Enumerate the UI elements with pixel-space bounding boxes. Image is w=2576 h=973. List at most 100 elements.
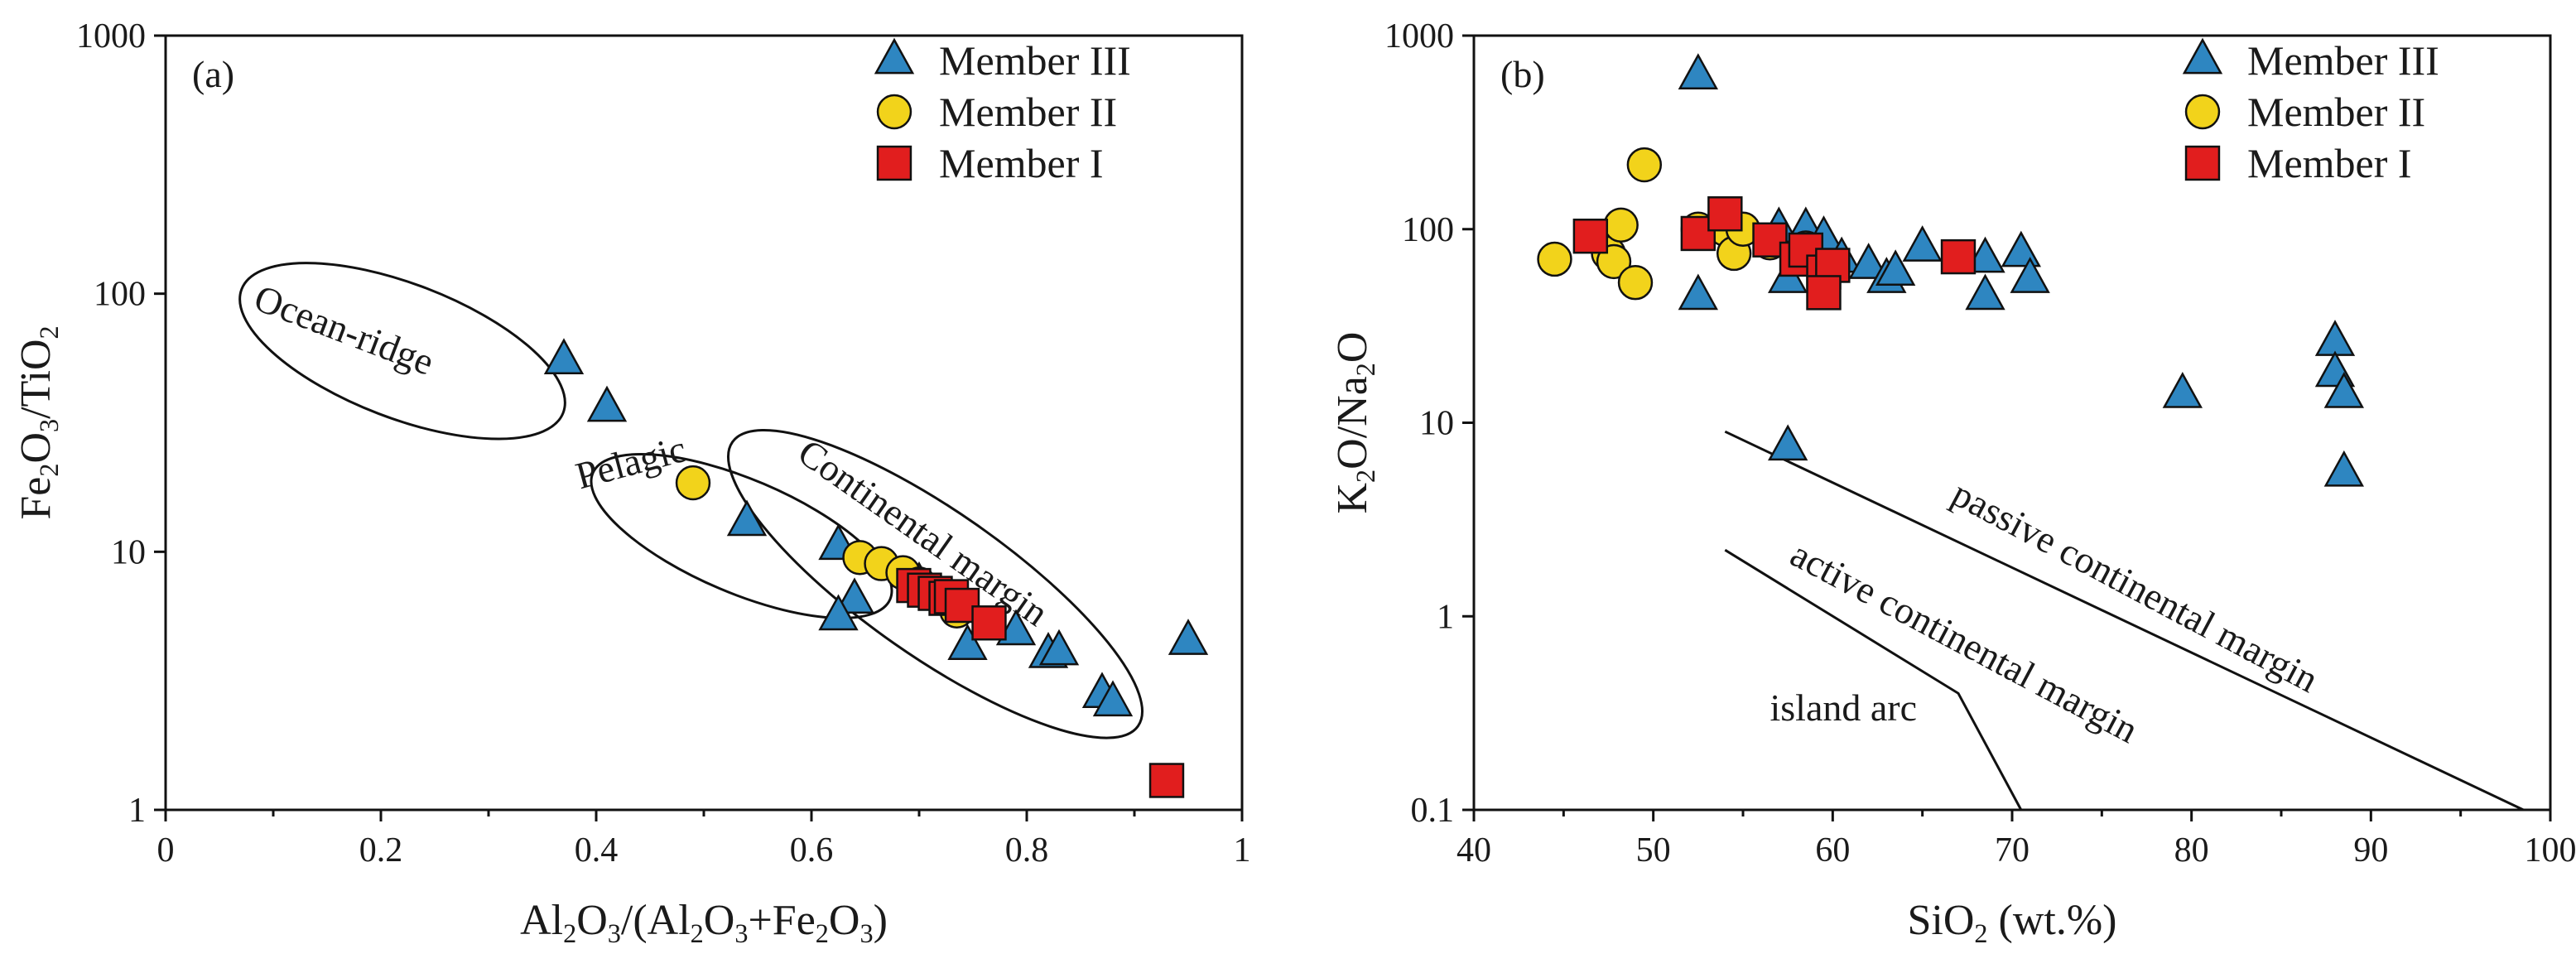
data-point bbox=[1848, 243, 1889, 279]
legend-marker bbox=[2184, 94, 2221, 130]
legend-label: Member II bbox=[2247, 89, 2425, 135]
legend-marker bbox=[876, 94, 912, 130]
chart-a: 0 0.2 0.4 0.6 0.8 1 1 10 100 1000 Al2O3/(Al2O3+Fe2… bbox=[12, 17, 1251, 948]
legend-marker bbox=[2184, 145, 2221, 181]
data-point bbox=[2323, 372, 2365, 408]
data-point bbox=[1940, 238, 1977, 275]
data-point bbox=[1148, 763, 1185, 798]
x-tick-label: 40 bbox=[1457, 831, 1491, 869]
x-tick-label: 100 bbox=[2525, 831, 2576, 869]
data-point bbox=[1038, 629, 1080, 666]
x-tick-label: 0 bbox=[157, 831, 175, 869]
region-label: Pelagic bbox=[571, 427, 691, 497]
x-axis-title-part: 3 bbox=[859, 918, 873, 948]
data-point bbox=[586, 385, 628, 422]
data-point bbox=[1626, 147, 1663, 183]
data-point bbox=[675, 465, 711, 501]
x-tick-label: 80 bbox=[2174, 831, 2209, 869]
y-axis-title: K2O/Na2O bbox=[1329, 331, 1380, 513]
x-axis-title-part: ) bbox=[874, 897, 888, 944]
data-point bbox=[1092, 680, 1134, 717]
x-axis-title-part: 3 bbox=[734, 918, 748, 948]
data-point bbox=[1875, 249, 1916, 287]
x-axis-title-part: /(Al bbox=[621, 897, 691, 944]
x-tick-label: 0.2 bbox=[359, 831, 403, 869]
y-tick-label: 1000 bbox=[76, 17, 146, 55]
y-axis-title-part: Fe bbox=[12, 477, 60, 520]
series-member-i bbox=[1572, 196, 1977, 311]
data-point bbox=[1603, 207, 1639, 243]
y-axis-title-part: O/Na bbox=[1329, 376, 1376, 470]
y-tick-label: 1 bbox=[1437, 598, 1454, 636]
panel-label: (a) bbox=[192, 53, 234, 95]
x-tick-label: 1 bbox=[1234, 831, 1251, 869]
data-point bbox=[818, 594, 859, 631]
data-point bbox=[834, 577, 875, 614]
series-member-iii bbox=[543, 338, 1209, 717]
data-point bbox=[1678, 273, 1719, 311]
y-tick-label: 100 bbox=[94, 276, 146, 314]
data-point bbox=[2010, 257, 2050, 293]
x-tick-label: 0.4 bbox=[575, 831, 619, 869]
data-point bbox=[1965, 236, 2005, 273]
y-axis-title: Fe2O3/TiO2 bbox=[12, 325, 64, 519]
data-point bbox=[1965, 273, 2005, 311]
x-axis-title-part: 2 bbox=[1974, 918, 1987, 948]
y-axis-title-part: K bbox=[1329, 483, 1376, 514]
data-point bbox=[1678, 53, 1719, 89]
data-point bbox=[1767, 424, 1808, 461]
y-axis-title-part: 2 bbox=[1351, 363, 1380, 376]
x-axis-title-part: 2 bbox=[563, 918, 576, 948]
y-axis-title-part: O bbox=[1329, 331, 1376, 363]
y-axis-title-part: /TiO bbox=[12, 339, 60, 418]
legend-label: Member I bbox=[2247, 140, 2412, 186]
y-axis-title-group: K2O/Na2O bbox=[1329, 331, 1380, 513]
x-axis-title-part: O bbox=[576, 897, 608, 944]
y-tick-label: 10 bbox=[1419, 405, 1454, 443]
y-axis-title-group: Fe2O3/TiO2 bbox=[12, 325, 64, 519]
legend-label: Member III bbox=[2247, 37, 2439, 84]
data-point bbox=[726, 499, 768, 537]
data-point bbox=[1806, 275, 1842, 311]
legend-label: Member I bbox=[939, 140, 1104, 186]
x-axis-title-part: Al bbox=[520, 897, 563, 944]
x-axis-title: Al2O3/(Al2O3+Fe2O3) bbox=[520, 897, 888, 948]
data-point bbox=[1168, 619, 1209, 655]
legend-marker bbox=[874, 37, 915, 75]
y-axis-title-part: 2 bbox=[34, 464, 64, 477]
data-point bbox=[1537, 241, 1572, 277]
x-tick-label: 70 bbox=[1995, 831, 2030, 869]
y-tick-label: 10 bbox=[111, 533, 146, 571]
x-tick-label: 50 bbox=[1636, 831, 1671, 869]
region-ocean-ridge bbox=[238, 262, 566, 441]
field-label: island arc bbox=[1770, 686, 1918, 729]
x-axis-title-part: 2 bbox=[691, 918, 704, 948]
x-axis-title-part: O bbox=[829, 897, 860, 944]
region-continental-margin bbox=[727, 428, 1144, 739]
y-axis-title-part: O bbox=[12, 432, 60, 464]
data-point bbox=[2323, 450, 2365, 487]
x-tick-label: 0.8 bbox=[1005, 831, 1049, 869]
legend-marker bbox=[876, 145, 912, 181]
y-axis-title-part: 2 bbox=[34, 325, 64, 339]
legend-marker bbox=[2182, 37, 2223, 75]
x-axis-title-part: 3 bbox=[608, 918, 621, 948]
y-tick-label: 1 bbox=[128, 792, 146, 830]
y-tick-label: 100 bbox=[1402, 211, 1454, 249]
boundary-passive-active bbox=[1724, 430, 2525, 812]
x-axis-title: SiO2 (wt.%) bbox=[1908, 897, 2117, 948]
legend-label: Member III bbox=[939, 37, 1131, 84]
data-point bbox=[995, 609, 1037, 646]
data-point bbox=[947, 624, 988, 660]
region-label: Ocean-ridge bbox=[248, 277, 439, 383]
y-axis-title-part: 3 bbox=[34, 419, 64, 432]
x-tick-label: 0.6 bbox=[790, 831, 834, 869]
data-point bbox=[1902, 225, 1943, 262]
data-point bbox=[1707, 196, 1743, 232]
data-point bbox=[543, 338, 585, 374]
x-axis-title-part: SiO bbox=[1908, 897, 1975, 944]
x-axis-title-part: O bbox=[704, 897, 735, 944]
panel-label: (b) bbox=[1500, 53, 1545, 95]
